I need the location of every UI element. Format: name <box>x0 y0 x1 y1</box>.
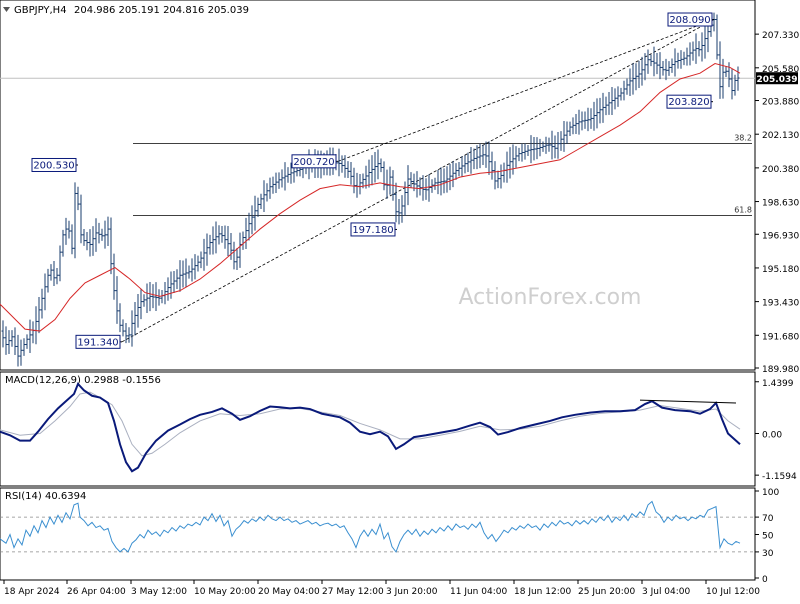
annotation-label: 203.820 <box>668 97 709 108</box>
price-axis-label: 203.880 <box>762 98 799 108</box>
macd-axis-label: -1.1594 <box>762 472 797 482</box>
chart-header: GBPJPY,H4 204.986 205.191 204.816 205.03… <box>14 5 249 16</box>
fib-level-label: 38.2 <box>734 134 752 143</box>
time-axis-label: 3 Jul 04:00 <box>642 587 691 597</box>
price-axis-label: 193.430 <box>762 299 799 309</box>
rsi-panel <box>0 500 755 553</box>
annotation-box <box>75 334 121 349</box>
price-axis-label: 205.580 <box>762 65 799 75</box>
price-axis-label: 207.330 <box>762 31 799 41</box>
price-axis-label: 191.680 <box>762 332 799 342</box>
rsi-axis-label: 30 <box>762 549 774 559</box>
time-axis-label: 10 May 20:00 <box>194 587 256 597</box>
rsi-title: RSI(14) 40.6394 <box>5 491 86 502</box>
chart-symbol: GBPJPY,H4 <box>14 5 67 16</box>
annotation-label: 200.720 <box>293 157 334 168</box>
time-axis: 18 Apr 2024 26 Apr 04:00 3 May 12:00 10 May… <box>3 580 760 597</box>
price-axis-label: 200.380 <box>762 165 799 175</box>
time-axis-label: 3 May 12:00 <box>131 587 187 597</box>
macd-title: MACD(12,26,9) 0.2988 -0.1556 <box>5 375 161 386</box>
time-axis-label: 18 Jun 12:00 <box>514 587 571 597</box>
price-axis-label: 196.930 <box>762 231 799 241</box>
macd-axis-label: 1.4399 <box>762 379 794 389</box>
trendline <box>337 19 715 162</box>
price-annotations: 200.530 191.340 200.720 197.180 208.090 203.8… <box>31 12 714 349</box>
annotation-label: 197.180 <box>352 225 393 236</box>
macd-axis: 1.4399 0.00 -1.1594 <box>755 379 797 482</box>
price-axis-label: 195.180 <box>762 265 799 275</box>
fib-levels: 38.2 61.8 <box>0 77 755 216</box>
macd-panel <box>0 382 741 473</box>
price-axis: 189.980 191.680 193.430 195.180 196.930 198.6… <box>755 31 799 375</box>
price-series <box>1 12 740 367</box>
macd-axis-label: 0.00 <box>762 430 782 440</box>
time-axis-label: 18 Apr 2024 <box>4 587 60 597</box>
trendlines <box>121 19 715 343</box>
time-axis-label: 25 Jun 20:00 <box>578 587 635 597</box>
time-axis-label: 27 May 12:00 <box>322 587 384 597</box>
annotation-box <box>31 157 77 172</box>
annotation-label: 191.340 <box>77 337 118 348</box>
time-axis-label: 3 Jun 20:00 <box>386 587 438 597</box>
rsi-axis-label: 0 <box>762 575 768 585</box>
annotation-box <box>666 94 712 109</box>
macd-line <box>0 382 741 473</box>
time-axis-label: 26 Apr 04:00 <box>67 587 126 597</box>
symbol-marker-icon <box>3 7 10 12</box>
annotation-label: 208.090 <box>669 15 710 26</box>
rsi-axis-label: 50 <box>762 532 774 542</box>
annotation-label: 200.530 <box>33 160 74 171</box>
price-axis-label: 202.130 <box>762 131 799 141</box>
time-axis-label: 11 Jun 04:00 <box>450 587 507 597</box>
current-price-label: 205.039 <box>757 75 798 85</box>
rsi-axis-label: 100 <box>762 488 779 498</box>
current-price-tag <box>756 72 798 85</box>
moving-average <box>0 63 741 332</box>
rsi-axis-label: 70 <box>762 514 774 524</box>
annotation-box <box>350 222 396 237</box>
fib-level-label: 61.8 <box>734 205 752 214</box>
price-axis-label: 198.630 <box>762 199 799 209</box>
time-axis-label: 10 Jul 12:00 <box>706 587 760 597</box>
time-axis-label: 20 May 04:00 <box>258 587 320 597</box>
macd-divergence-line <box>639 399 737 404</box>
annotation-box <box>291 154 337 169</box>
moving-average-line <box>0 63 741 332</box>
price-axis-label: 189.980 <box>762 365 799 375</box>
rsi-axis: 100 70 50 30 0 <box>755 488 779 585</box>
trendline <box>121 19 715 343</box>
chart-ohlc: 204.986 205.191 204.816 205.039 <box>74 5 249 16</box>
watermark: ActionForex.com <box>459 285 642 310</box>
rsi-line <box>0 500 741 553</box>
annotation-box <box>667 12 713 27</box>
